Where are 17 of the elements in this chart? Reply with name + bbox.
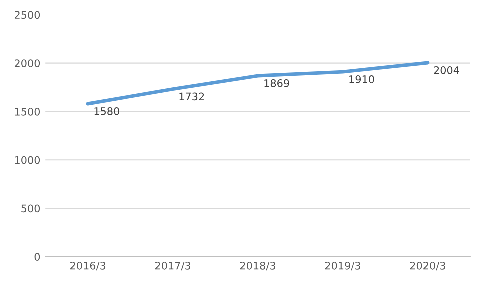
x-tick-label: 2020/3 — [410, 262, 446, 271]
data-label: 1580 — [94, 107, 120, 116]
data-label: 2004 — [434, 66, 460, 74]
x-tick-label: 2019/3 — [325, 262, 360, 271]
y-tick-label: 2000 — [14, 60, 40, 68]
y-tick-label: 1500 — [15, 108, 40, 116]
x-tick-label: 2017/3 — [155, 262, 191, 271]
x-tick-label: 2016/3 — [70, 262, 106, 271]
y-tick-label: 1000 — [15, 156, 40, 164]
data-label: 1732 — [180, 92, 204, 101]
y-tick-label: 2500 — [14, 11, 40, 20]
x-tick-label: 2018/3 — [240, 262, 276, 271]
data-label: 1869 — [264, 80, 290, 88]
y-tick-label: 500 — [22, 204, 40, 213]
data-label: 1910 — [350, 76, 374, 84]
line-series — [86, 61, 430, 106]
y-tick-label: 0 — [34, 253, 40, 261]
